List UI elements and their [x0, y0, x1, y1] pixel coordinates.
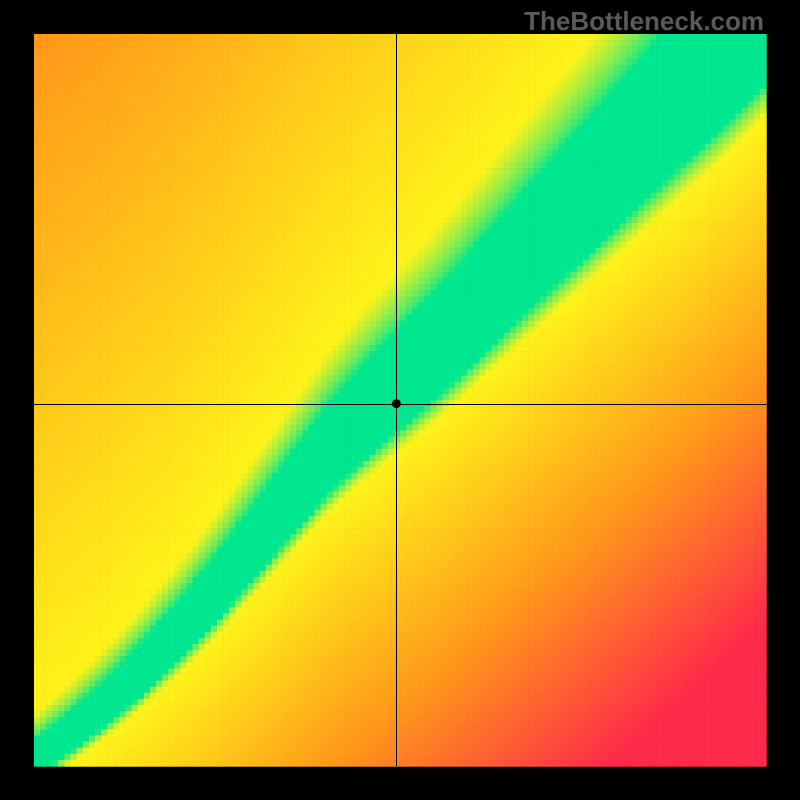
bottleneck-heatmap [0, 0, 800, 800]
watermark-text: TheBottleneck.com [524, 6, 764, 37]
